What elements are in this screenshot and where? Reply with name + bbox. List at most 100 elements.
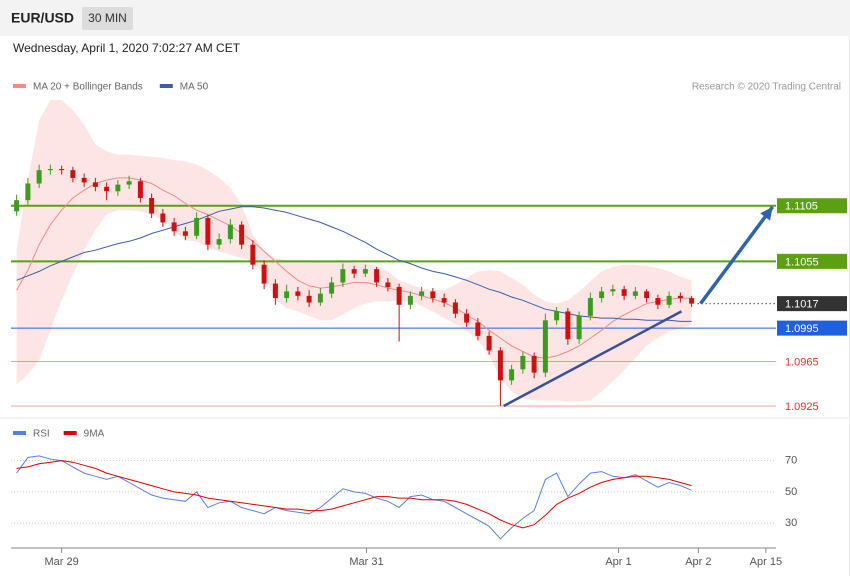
candle-body [621,289,627,296]
candle-body [497,350,503,381]
legend-label: MA 50 [180,82,209,93]
candle-body [655,298,661,305]
x-tick-label: Apr 1 [605,556,631,568]
level-label: 1.0965 [785,356,819,368]
level-box [777,253,847,269]
candle-body [644,291,650,299]
level-box [777,320,847,336]
indicator-line [16,460,692,529]
candle-body [542,320,548,373]
bollinger-band [16,100,692,402]
x-tick-label: Mar 31 [349,556,383,568]
candle-body [194,217,200,236]
candle-body [587,298,593,316]
candle-body [171,222,177,232]
candle-body [329,282,335,294]
candle-body [250,244,256,265]
candle-body [149,197,155,214]
y-tick-label: 50 [785,486,797,498]
candle-body [430,291,436,299]
candle-body [452,302,458,314]
candle-body [25,183,31,201]
legend-label: 9MA [84,429,105,440]
candle-body [216,239,222,245]
candle-body [385,282,391,287]
candle-body [137,181,143,198]
header-bar [0,0,850,36]
candle-body [59,169,65,171]
candle-body [104,186,110,192]
candle-body [70,170,76,178]
arrow-head [760,206,773,221]
legend-swatch [13,431,26,435]
candle-body [520,355,526,370]
candle-body [306,295,312,303]
trendline [503,310,683,408]
candle-body [47,169,53,171]
candle-body [92,182,98,187]
candle-body [441,298,447,303]
candle-body [599,291,605,299]
interval: 30 MIN [88,11,127,25]
level-box [777,198,847,214]
candle-body [351,269,357,274]
candle-body [205,217,211,245]
symbol: EUR/USD [11,10,74,26]
projection-arrow [699,205,775,305]
candle-body [295,291,301,296]
candle-body [486,335,492,351]
candle-body [317,293,323,303]
candle-body [284,291,290,299]
legend-swatch [159,84,173,88]
candle-body [565,311,571,340]
y-tick-label: 30 [785,517,797,529]
level-label: 1.1105 [785,201,818,213]
candle-body [115,184,121,192]
candle-body [689,298,695,304]
candle-body [407,295,413,305]
candle-body [475,322,481,336]
candle-body [531,355,537,373]
candle-body [227,224,233,240]
candle-body [272,283,278,299]
candle-body [36,170,42,184]
x-tick-label: Apr 15 [750,556,782,568]
candle-body [554,311,560,321]
candle-body [340,269,346,283]
timestamp: Wednesday, April 1, 2020 7:02:27 AM CET [13,41,241,55]
level-label: 1.0925 [785,401,819,413]
candle-body [14,200,20,212]
candle-body [666,295,672,305]
x-tick-label: Mar 29 [45,556,79,568]
candle-body [677,295,683,299]
y-tick-label: 70 [785,455,797,467]
x-tick-label: Apr 2 [685,556,711,568]
legend-swatch [13,84,26,88]
candle-body [182,231,188,236]
indicator-line [16,455,692,540]
candle-body [239,224,245,245]
legend-swatch [63,431,77,435]
candle-body [419,291,425,296]
candle-body [632,291,638,296]
candle-body [81,177,87,183]
candle-body [396,286,402,305]
candle-body [464,313,470,323]
interval-badge [82,7,133,30]
level-label: 1.1017 [785,299,819,311]
level-box [777,296,847,312]
candle-body [610,289,616,292]
level-label: 1.1055 [785,256,819,268]
candle-body [261,264,267,284]
candle-body [362,269,368,274]
candle-body [126,181,132,185]
source: Research © 2020 Trading Central [692,82,841,93]
candle-body [374,269,380,283]
candle-body [576,315,582,340]
candle-body [160,213,166,223]
legend-label: MA 20 + Bollinger Bands [33,82,143,93]
legend-label: RSI [33,429,50,440]
